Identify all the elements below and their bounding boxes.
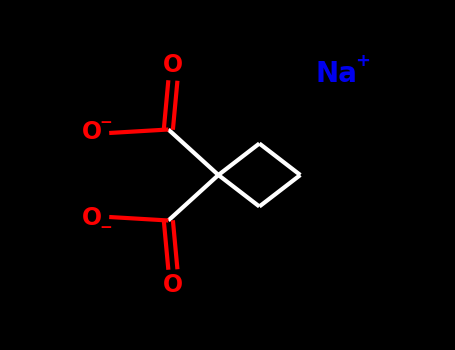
Text: O: O (163, 53, 183, 77)
Text: −: − (99, 220, 112, 235)
Text: −: − (99, 115, 112, 130)
Text: O: O (82, 120, 102, 144)
Text: O: O (163, 273, 183, 297)
Text: Na: Na (316, 60, 358, 88)
Text: O: O (82, 206, 102, 230)
Text: +: + (356, 52, 370, 70)
